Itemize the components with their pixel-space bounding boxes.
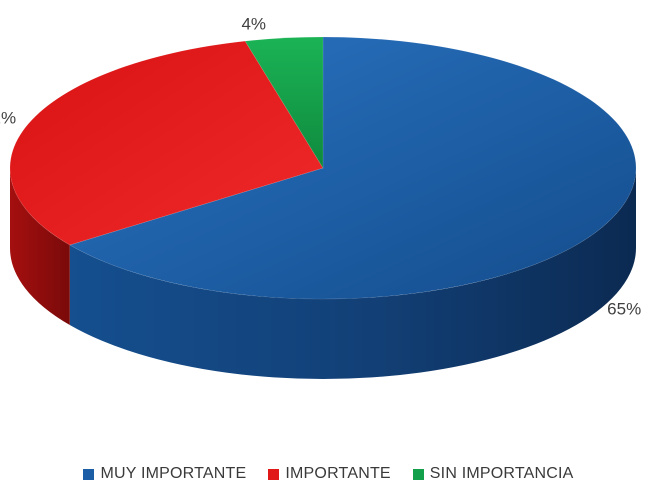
data-label-muy-importante: 65% (607, 300, 641, 319)
pie-slice-sin-importancia (244, 36, 324, 170)
legend-label-importante: IMPORTANTE (285, 465, 391, 482)
data-label-sin-importancia: 4% (241, 14, 266, 33)
legend: MUY IMPORTANTE IMPORTANTE SIN IMPORTANCI… (0, 462, 657, 486)
legend-swatch-importante (268, 468, 280, 480)
legend-swatch-muy-importante (83, 468, 95, 480)
legend-item-importante: IMPORTANTE (268, 465, 391, 483)
pie-data-labels: 65% 31% 4% (0, 14, 641, 318)
legend-label-sin-importancia: SIN IMPORTANCIA (429, 465, 574, 482)
pie-side-muy-importante (69, 168, 636, 379)
pie-slice-importante (9, 40, 324, 246)
legend-label-muy-importante: MUY IMPORTANTE (100, 465, 247, 482)
pie-slice-muy-importante (69, 36, 637, 300)
legend-item-sin-importancia: SIN IMPORTANCIA (412, 465, 574, 483)
pie-sides (10, 168, 636, 379)
legend-swatch-sin-importancia (412, 468, 424, 480)
pie-side-importante (10, 168, 70, 325)
pie-slices (9, 36, 637, 300)
data-label-importante: 31% (0, 109, 16, 128)
legend-item-muy-importante: MUY IMPORTANTE (83, 465, 246, 483)
